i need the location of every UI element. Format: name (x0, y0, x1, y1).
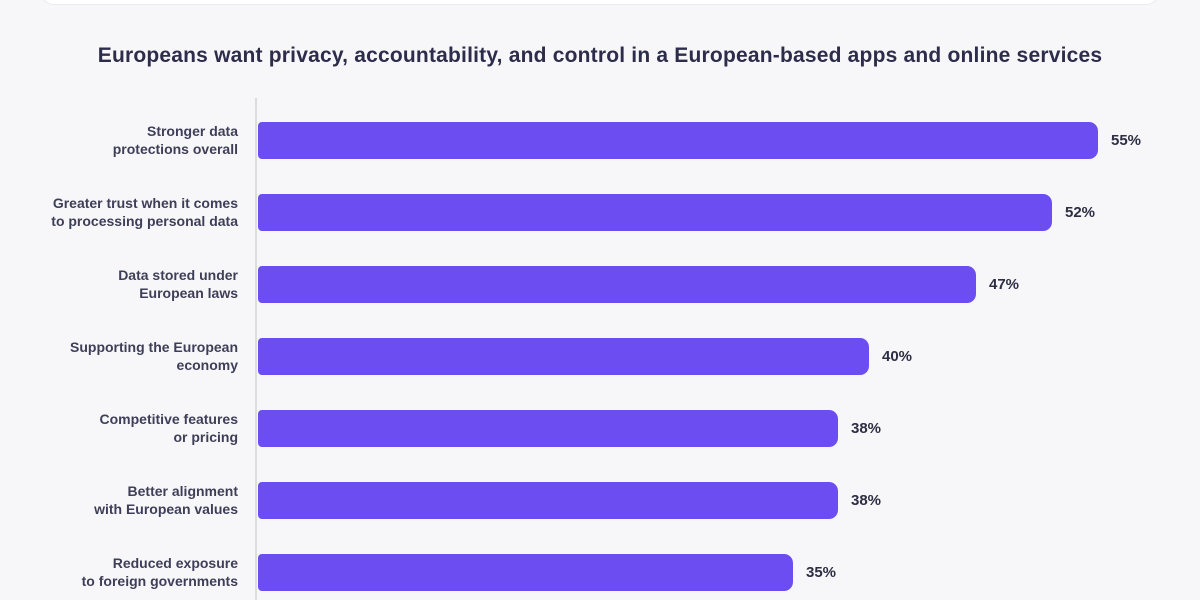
bar-zone: 47% (258, 265, 1200, 303)
y-axis-line (255, 98, 257, 600)
bar (258, 409, 838, 447)
header-card-bottom-edge (40, 0, 1160, 5)
chart-row: Stronger data protections overall 55% (0, 104, 1200, 176)
value-label: 35% (806, 563, 837, 581)
bar (258, 481, 838, 519)
value-label: 40% (882, 347, 913, 365)
value-label: 55% (1111, 131, 1142, 149)
category-label: Data stored under European laws (118, 266, 238, 301)
bar (258, 121, 1098, 159)
chart-row: Greater trust when it comes to processin… (0, 176, 1200, 248)
category-label: Greater trust when it comes to processin… (51, 194, 238, 229)
bar (258, 337, 869, 375)
bar-zone: 55% (258, 121, 1200, 159)
chart-row: Reduced exposure to foreign governments 3… (0, 536, 1200, 600)
value-label: 38% (851, 491, 882, 509)
bar (258, 553, 793, 591)
category-label: Supporting the European economy (70, 338, 238, 373)
bar (258, 193, 1052, 231)
chart-row: Data stored under European laws 47% (0, 248, 1200, 320)
chart-row: Competitive features or pricing 38% (0, 392, 1200, 464)
chart-row: Better alignment with European values 38% (0, 464, 1200, 536)
bar-chart: Stronger data protections overall 55% Grea… (0, 98, 1200, 600)
chart-title: Europeans want privacy, accountability, … (97, 44, 1103, 67)
bar-zone: 52% (258, 193, 1200, 231)
bar-zone: 35% (258, 553, 1200, 591)
category-label: Better alignment with European values (94, 482, 238, 517)
value-label: 47% (989, 275, 1020, 293)
bar-zone: 38% (258, 481, 1200, 519)
bar (258, 265, 976, 303)
category-label: Competitive features or pricing (99, 410, 238, 445)
bar-zone: 38% (258, 409, 1200, 447)
value-label: 52% (1065, 203, 1096, 221)
chart-row: Supporting the European economy 40% (0, 320, 1200, 392)
bar-zone: 40% (258, 337, 1200, 375)
category-label: Reduced exposure to foreign governments (81, 554, 238, 589)
value-label: 38% (851, 419, 882, 437)
category-label: Stronger data protections overall (112, 122, 238, 157)
